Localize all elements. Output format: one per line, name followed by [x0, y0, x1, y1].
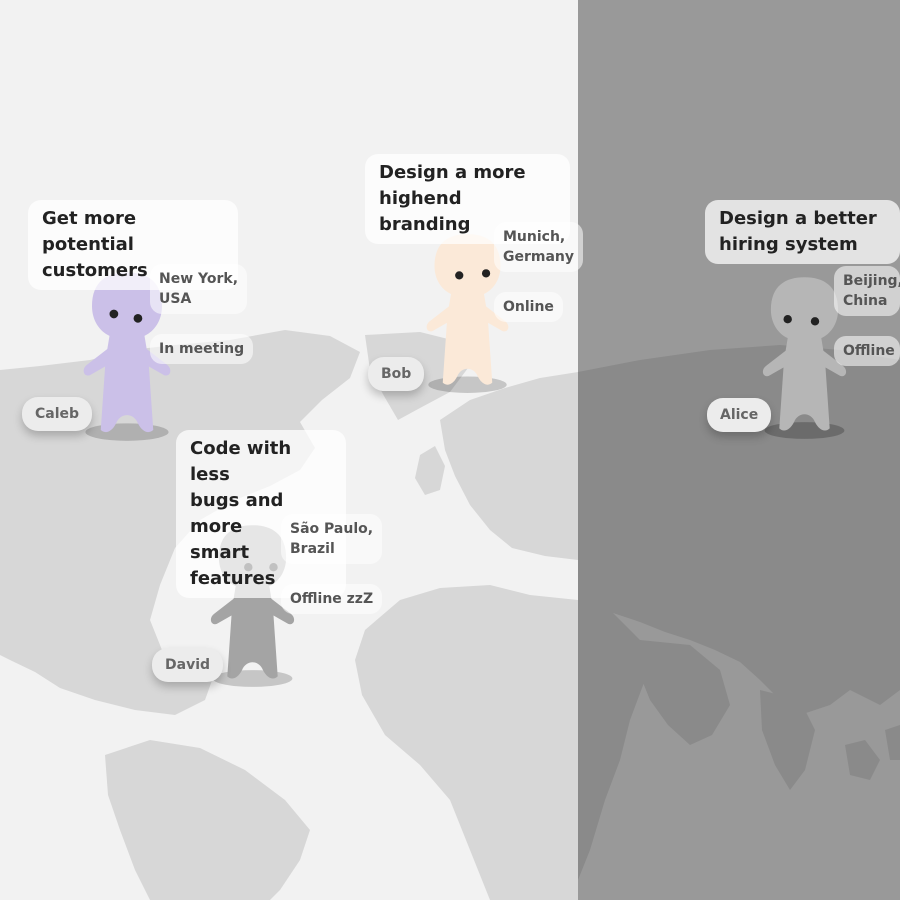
name-tag-david[interactable]: David: [152, 648, 224, 682]
name-text: Alice: [720, 407, 759, 423]
avatar-bob: [426, 234, 509, 393]
avatar-alice: [762, 277, 847, 439]
location-line: Munich,: [503, 229, 566, 245]
status-text: Offline zzZ: [290, 591, 374, 607]
location-line: China: [843, 293, 888, 309]
name-tag-alice[interactable]: Alice: [707, 398, 772, 432]
name-tag-caleb[interactable]: Caleb: [22, 397, 93, 431]
location-tag-caleb: New York, USA: [150, 264, 248, 314]
location-line: Germany: [503, 249, 575, 265]
status-text: Online: [503, 299, 554, 315]
goal-line: customers: [42, 260, 148, 281]
location-line: USA: [159, 291, 192, 307]
goal-line: bugs and more: [190, 490, 284, 537]
location-line: Beijing,: [843, 273, 900, 289]
status-tag-david: Offline zzZ: [281, 584, 383, 614]
name-text: Bob: [381, 366, 412, 382]
name-text: Caleb: [35, 406, 80, 422]
location-line: São Paulo,: [290, 521, 374, 537]
goal-line: hiring system: [719, 234, 858, 255]
character-caleb[interactable]: [72, 268, 182, 443]
avatar-caleb: [83, 272, 171, 441]
character-alice[interactable]: [752, 272, 857, 442]
goal-line: smart features: [190, 542, 276, 589]
location-line: Brazil: [290, 541, 335, 557]
location-tag-bob: Munich, Germany: [494, 222, 584, 272]
status-tag-caleb: In meeting: [150, 334, 254, 364]
status-tag-bob: Online: [494, 292, 563, 322]
status-text: Offline: [843, 343, 895, 359]
character-bob[interactable]: [415, 230, 520, 395]
goal-bubble-alice: Design a better hiring system: [705, 200, 900, 264]
location-line: New York,: [159, 271, 239, 287]
goal-line: Design a better: [719, 208, 877, 229]
goal-line: Code with less: [190, 438, 292, 485]
name-text: David: [165, 657, 211, 673]
status-tag-alice: Offline: [834, 336, 900, 366]
goal-line: highend branding: [379, 188, 471, 235]
location-tag-david: São Paulo, Brazil: [281, 514, 383, 564]
location-tag-alice: Beijing, China: [834, 266, 900, 316]
name-tag-bob[interactable]: Bob: [368, 357, 425, 391]
status-text: In meeting: [159, 341, 245, 357]
goal-line: Design a more: [379, 162, 526, 183]
goal-line: Get more potential: [42, 208, 137, 255]
